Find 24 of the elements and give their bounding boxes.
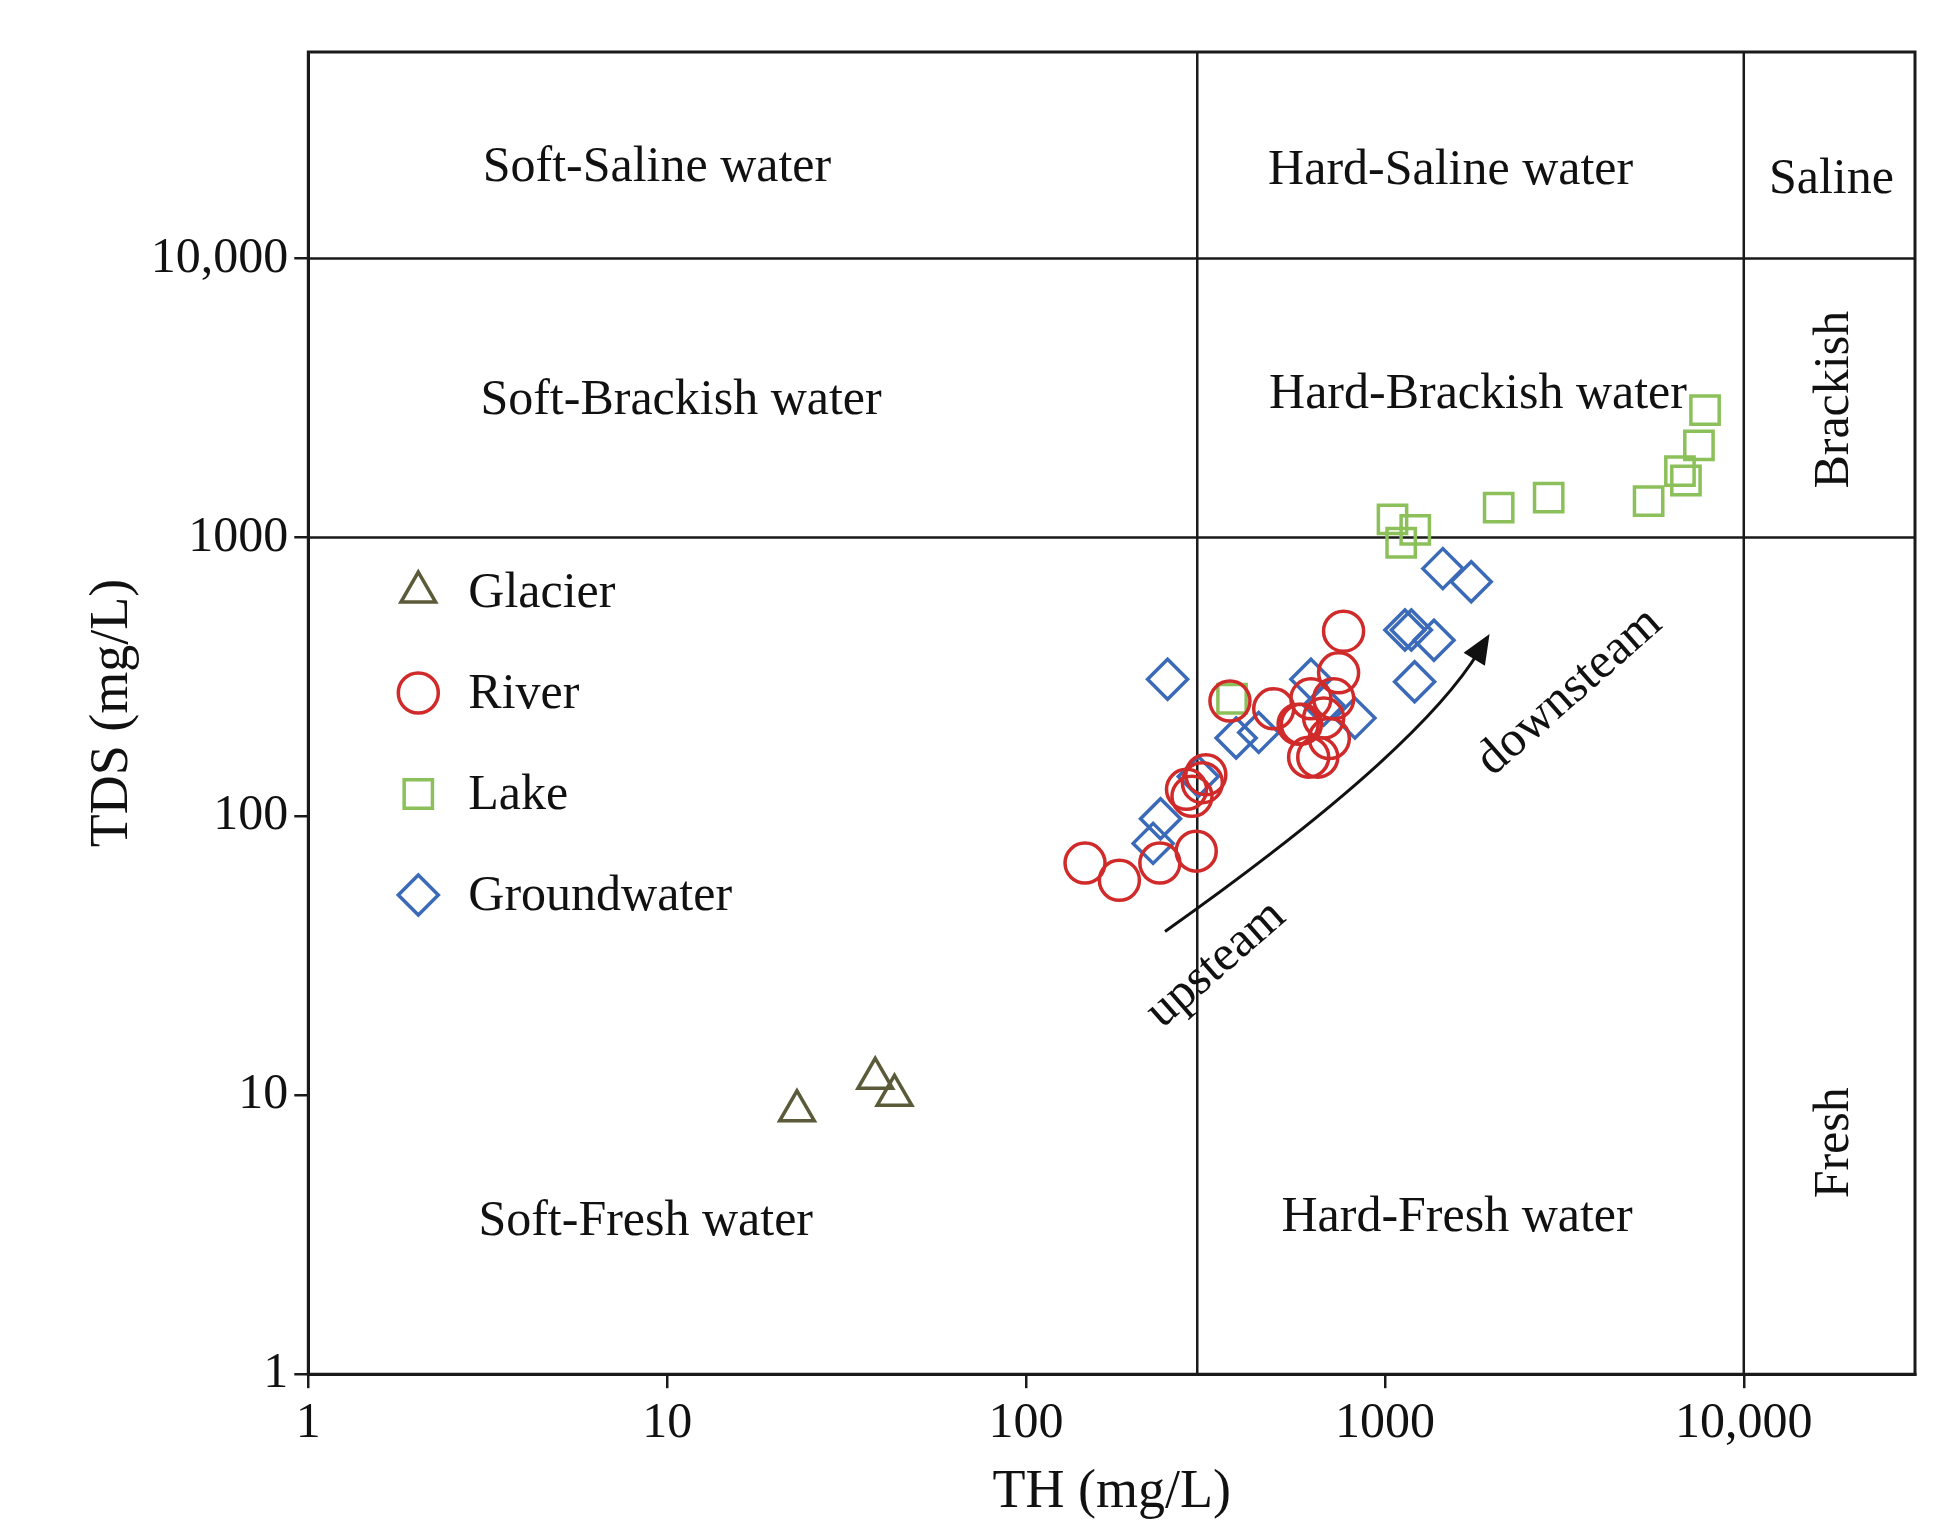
annotation: Soft-Saline water <box>482 136 832 193</box>
x-tick-label: 1000 <box>1334 1392 1435 1449</box>
x-tick-label: 100 <box>988 1392 1064 1449</box>
x-tick-label: 10,000 <box>1675 1392 1813 1449</box>
annotation: Brackish <box>1802 310 1859 489</box>
annotation: Saline <box>1768 148 1894 205</box>
annotation: Hard-Fresh water <box>1281 1186 1634 1243</box>
x-axis-title: TH (mg/L) <box>992 1458 1231 1519</box>
annotation: Hard-Saline water <box>1268 139 1634 196</box>
y-tick-label: 1 <box>263 1342 289 1399</box>
y-axis-title: TDS (mg/L) <box>78 578 139 848</box>
y-tick-label: 1000 <box>188 505 289 562</box>
annotation: Soft-Brackish water <box>480 369 883 426</box>
legend-label: Glacier <box>468 562 616 619</box>
annotation: Hard-Brackish water <box>1269 362 1688 419</box>
legend-label: River <box>468 663 580 720</box>
legend-label: Groundwater <box>468 865 733 922</box>
y-tick-label: 100 <box>213 784 289 841</box>
x-tick-label: 10 <box>642 1392 693 1449</box>
annotation: Fresh <box>1802 1087 1859 1199</box>
legend-label: Lake <box>468 764 569 821</box>
annotation: Soft-Fresh water <box>478 1190 814 1247</box>
y-tick-label: 10,000 <box>150 226 289 283</box>
y-tick-label: 10 <box>238 1063 289 1120</box>
